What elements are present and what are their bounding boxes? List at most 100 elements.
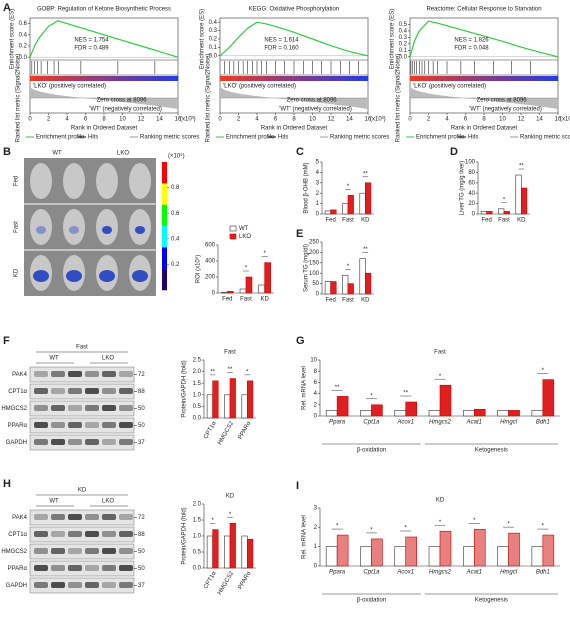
column-label: LKO — [102, 499, 114, 505]
condition-label: KD — [78, 488, 87, 494]
significance: ** — [363, 171, 368, 177]
metric-label: Ranked list metric (Signal2Noise) — [16, 54, 22, 143]
legend-swatch — [229, 225, 237, 232]
blot-band — [85, 582, 99, 588]
bar — [531, 546, 544, 567]
mouse — [30, 209, 52, 245]
metric-gradient — [289, 76, 295, 81]
blot-band — [68, 531, 82, 537]
significance: ** — [519, 164, 524, 170]
blot-band — [85, 531, 99, 537]
metric-gradient — [133, 76, 139, 81]
legend-label: WT — [239, 226, 249, 232]
y-tick-label: 2.0 — [193, 369, 202, 375]
legend-label: Hits — [468, 135, 478, 141]
x-tick-label: Ppara — [329, 420, 346, 426]
y-tick-label: 0.1 — [209, 45, 218, 51]
row-label: KD — [14, 268, 20, 277]
legend-swatch — [229, 233, 237, 240]
bar — [258, 284, 265, 294]
y-label: Rel. mRNA level — [302, 515, 308, 559]
metric-gradient — [163, 76, 169, 81]
fdr-text: FDR = 0.160 — [264, 46, 299, 52]
metric-gradient — [484, 76, 490, 81]
x-tick-label: 12 — [138, 117, 145, 123]
blot-band — [85, 514, 99, 520]
y-tick-label: 5 — [316, 160, 320, 166]
y-tick-label: 60 — [468, 180, 475, 186]
metric-gradient — [429, 76, 435, 81]
y-tick-label: 0.5 — [399, 22, 408, 28]
bar — [229, 378, 236, 419]
metric-gradient — [419, 76, 426, 81]
metric-gradient — [234, 76, 241, 81]
column-label: LKO — [117, 151, 129, 157]
x-tick-label: 16 — [365, 117, 372, 123]
y-tick-label: 0.5 — [193, 550, 202, 556]
bar — [347, 283, 354, 295]
kda-label: 72 — [138, 372, 145, 378]
mouse — [30, 163, 52, 199]
y-tick-label: 0.2 — [399, 41, 408, 47]
zero-cross: Zero cross at 8096 — [287, 98, 338, 104]
enrichment-profile — [29, 20, 179, 58]
chart-title: Fast — [224, 350, 236, 356]
metric-gradient — [318, 76, 324, 81]
bar — [405, 401, 417, 417]
group-label: β-oxidation — [357, 448, 386, 454]
x-tick-label: 14 — [536, 117, 543, 123]
panel-label: H — [3, 478, 11, 490]
metric-gradient — [94, 76, 100, 81]
metric-gradient — [414, 76, 421, 81]
metric-gradient — [279, 76, 285, 81]
significance: * — [245, 266, 248, 272]
blot-band — [85, 405, 99, 411]
metric-gradient — [533, 76, 539, 81]
blot-band — [68, 565, 82, 571]
column-label: WT — [49, 499, 59, 505]
bar — [347, 194, 354, 215]
metric-gradient — [343, 76, 349, 81]
blot-band — [85, 548, 99, 554]
bar — [463, 546, 475, 567]
x-tick-label: 2 — [47, 117, 51, 123]
mouse — [63, 209, 85, 245]
gsea-title: Reactome: Cellular Response to Starvatio… — [426, 7, 541, 13]
metric-gradient — [493, 76, 500, 81]
significance: * — [473, 518, 476, 524]
y-label: Rel. mRNA level — [302, 366, 308, 410]
metric-gradient — [49, 76, 55, 81]
blot-band — [119, 531, 133, 537]
y-tick-label: 80 — [468, 170, 475, 176]
y-tick-label: 0 — [316, 212, 320, 218]
x-tick-label: Fast — [240, 297, 252, 303]
signal — [36, 226, 46, 234]
chart-title: KD — [436, 498, 445, 504]
kda-label: 50 — [138, 566, 145, 572]
x-tick-label: 10 — [499, 117, 506, 123]
blot-band — [51, 582, 65, 588]
blot-band — [102, 514, 116, 520]
colorbar-tick-label: 0.8 — [171, 185, 180, 191]
bar — [473, 528, 486, 567]
metric-gradient — [548, 76, 554, 81]
blot-band — [119, 371, 133, 377]
y-tick-label: 100 — [309, 271, 320, 277]
metric-gradient — [104, 76, 110, 81]
bar — [325, 546, 338, 567]
y-tick-label: 0.5 — [193, 404, 202, 410]
metric-gradient — [479, 76, 485, 81]
metric-gradient — [459, 76, 465, 81]
x-tick-label: Acat1 — [466, 570, 482, 576]
x-tick-label: Cpt1a — [363, 570, 380, 576]
bar — [439, 384, 452, 417]
blot-band — [119, 514, 133, 520]
column-label: WT — [52, 151, 62, 157]
x-tick-label: Fed — [325, 298, 335, 304]
nes-text: NES = 1.754 — [74, 38, 109, 44]
blot-band — [119, 582, 133, 588]
kda-label: 72 — [138, 515, 145, 521]
bar — [497, 410, 509, 417]
bar — [503, 211, 510, 215]
y-tick-label: 0.4 — [399, 29, 408, 35]
